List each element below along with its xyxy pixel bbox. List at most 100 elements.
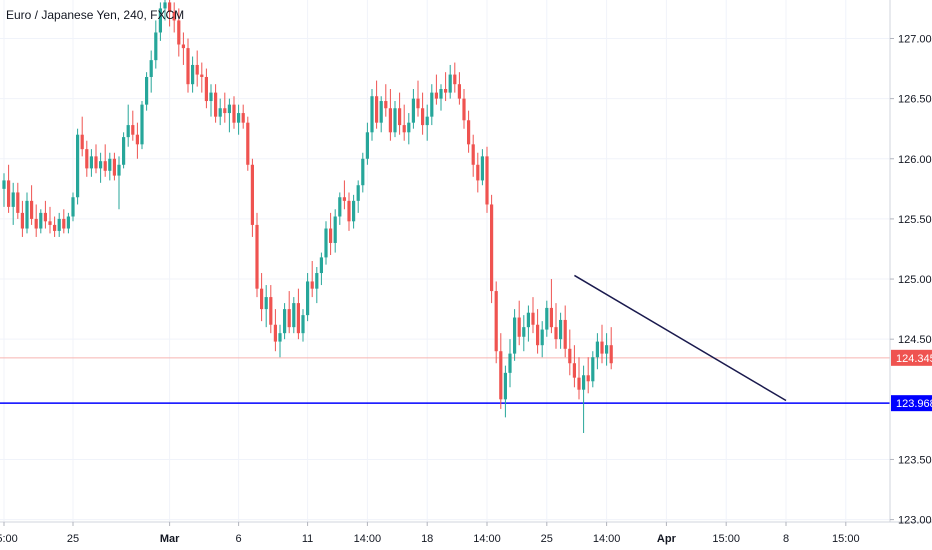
candle[interactable] bbox=[503, 365, 507, 418]
candle[interactable] bbox=[457, 72, 461, 105]
candle[interactable] bbox=[338, 192, 342, 225]
candle[interactable] bbox=[329, 212, 333, 255]
candle[interactable] bbox=[333, 209, 337, 253]
candle[interactable] bbox=[149, 50, 153, 93]
candle[interactable] bbox=[361, 152, 365, 193]
candle[interactable] bbox=[140, 101, 144, 150]
candle[interactable] bbox=[315, 267, 319, 304]
candle[interactable] bbox=[522, 315, 526, 352]
candle[interactable] bbox=[108, 152, 112, 181]
candle[interactable] bbox=[490, 194, 494, 304]
candle[interactable] bbox=[269, 285, 273, 334]
candle[interactable] bbox=[306, 273, 310, 322]
candle[interactable] bbox=[485, 146, 489, 213]
candle[interactable] bbox=[227, 98, 231, 133]
candle[interactable] bbox=[80, 116, 84, 157]
candle[interactable] bbox=[586, 357, 590, 394]
candle[interactable] bbox=[301, 309, 305, 342]
candle[interactable] bbox=[158, 2, 162, 41]
candle[interactable] bbox=[195, 50, 199, 87]
candle[interactable] bbox=[43, 200, 47, 229]
trendline-layer[interactable] bbox=[574, 274, 787, 402]
candle[interactable] bbox=[549, 279, 553, 334]
candle[interactable] bbox=[467, 110, 471, 153]
candle[interactable] bbox=[462, 89, 466, 129]
candle[interactable] bbox=[605, 333, 609, 366]
candle[interactable] bbox=[94, 144, 98, 174]
candle[interactable] bbox=[39, 209, 43, 234]
candle[interactable] bbox=[384, 84, 388, 117]
candle[interactable] bbox=[71, 192, 75, 222]
candle[interactable] bbox=[7, 164, 11, 213]
candle[interactable] bbox=[250, 158, 254, 237]
candle[interactable] bbox=[260, 273, 264, 322]
candle[interactable] bbox=[480, 149, 484, 186]
candle[interactable] bbox=[393, 101, 397, 138]
candle[interactable] bbox=[310, 261, 314, 298]
candle[interactable] bbox=[57, 212, 61, 237]
candle[interactable] bbox=[20, 200, 24, 237]
candle[interactable] bbox=[232, 96, 236, 129]
candle[interactable] bbox=[89, 149, 93, 177]
candles[interactable] bbox=[2, 0, 613, 433]
candle[interactable] bbox=[135, 122, 139, 159]
candle[interactable] bbox=[296, 288, 300, 340]
candle[interactable] bbox=[411, 89, 415, 129]
candle[interactable] bbox=[48, 206, 52, 234]
candle[interactable] bbox=[177, 8, 181, 57]
candle[interactable] bbox=[526, 305, 530, 342]
candle[interactable] bbox=[388, 89, 392, 141]
candle[interactable] bbox=[191, 56, 195, 93]
candle[interactable] bbox=[471, 134, 475, 177]
candle[interactable] bbox=[319, 252, 323, 286]
candle[interactable] bbox=[273, 309, 277, 352]
candle[interactable] bbox=[494, 281, 498, 364]
candle[interactable] bbox=[181, 32, 185, 65]
candle[interactable] bbox=[287, 291, 291, 334]
candle[interactable] bbox=[342, 180, 346, 210]
candle[interactable] bbox=[163, 0, 167, 21]
candle[interactable] bbox=[370, 89, 374, 141]
candle[interactable] bbox=[62, 209, 66, 234]
candle[interactable] bbox=[444, 72, 448, 102]
candle[interactable] bbox=[214, 84, 218, 123]
candle[interactable] bbox=[375, 80, 379, 129]
candle[interactable] bbox=[223, 92, 227, 123]
candle[interactable] bbox=[540, 321, 544, 358]
candle[interactable] bbox=[379, 96, 383, 133]
candle[interactable] bbox=[572, 345, 576, 388]
candle[interactable] bbox=[85, 140, 89, 177]
candle[interactable] bbox=[352, 194, 356, 229]
candle[interactable] bbox=[117, 156, 121, 210]
candle[interactable] bbox=[66, 212, 70, 234]
candle[interactable] bbox=[34, 204, 38, 237]
candle[interactable] bbox=[448, 64, 452, 99]
candle[interactable] bbox=[241, 104, 245, 129]
candle[interactable] bbox=[591, 351, 595, 388]
candle[interactable] bbox=[200, 62, 204, 93]
candle[interactable] bbox=[122, 132, 126, 169]
candle[interactable] bbox=[434, 74, 438, 105]
candle[interactable] bbox=[76, 128, 80, 205]
candle[interactable] bbox=[356, 180, 360, 213]
candle[interactable] bbox=[154, 20, 158, 69]
candle[interactable] bbox=[430, 84, 434, 126]
candle[interactable] bbox=[168, 0, 172, 27]
candle[interactable] bbox=[416, 80, 420, 117]
candle[interactable] bbox=[218, 98, 222, 126]
candle[interactable] bbox=[517, 300, 521, 346]
candle[interactable] bbox=[25, 192, 29, 234]
candle[interactable] bbox=[237, 104, 241, 135]
candle[interactable] bbox=[402, 104, 406, 141]
candle[interactable] bbox=[11, 182, 15, 225]
candle[interactable] bbox=[563, 305, 567, 358]
candle[interactable] bbox=[421, 92, 425, 135]
candle[interactable] bbox=[407, 113, 411, 145]
candle[interactable] bbox=[536, 309, 540, 354]
candle[interactable] bbox=[531, 297, 535, 334]
candle[interactable] bbox=[499, 333, 503, 409]
candle[interactable] bbox=[476, 152, 480, 193]
candle[interactable] bbox=[2, 173, 6, 207]
candle[interactable] bbox=[292, 297, 296, 334]
